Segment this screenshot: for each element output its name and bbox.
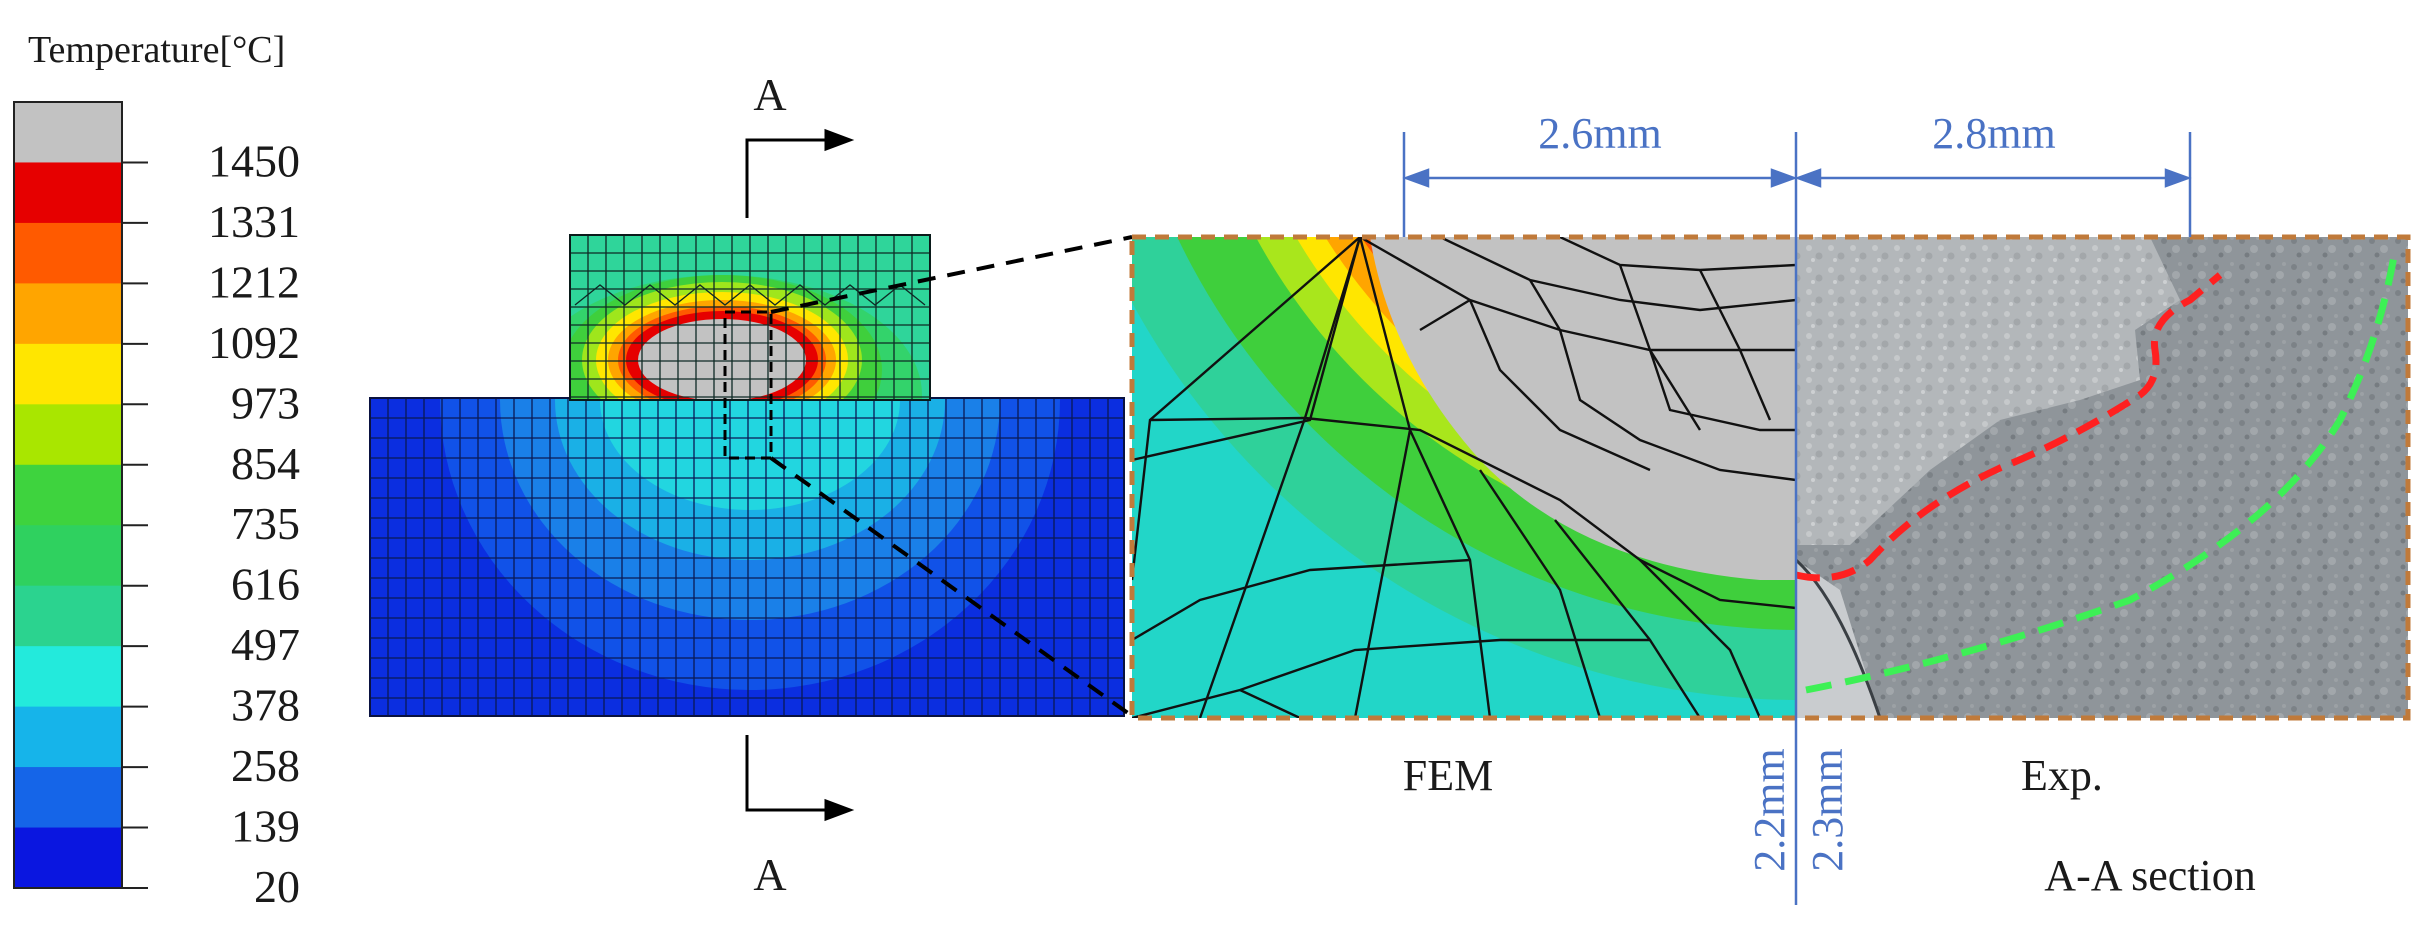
legend-swatch <box>14 827 122 889</box>
legend-tick-label: 378 <box>231 680 300 731</box>
legend-tick-label: 1092 <box>208 317 300 368</box>
legend-tick-label: 258 <box>231 740 300 791</box>
zoom-region-box <box>723 310 773 460</box>
legend-tick-label: 1450 <box>208 135 300 186</box>
legend-swatch <box>14 767 122 829</box>
legend-swatch <box>14 585 122 647</box>
legend-swatch <box>14 102 122 163</box>
section-arrow-top <box>745 128 855 218</box>
legend-swatch <box>14 404 122 466</box>
legend-tick-label: 616 <box>231 559 300 610</box>
legend-swatch <box>14 646 122 708</box>
experimental-micrograph <box>1796 237 2408 718</box>
legend-tick-label: 20 <box>254 861 300 912</box>
dimension-vertical-left: 2.2mm <box>1745 748 1794 871</box>
legend-tick-label: 973 <box>231 377 300 428</box>
legend-swatch <box>14 525 122 587</box>
legend-tick-label: 1212 <box>208 256 300 307</box>
section-label-bottom: A <box>753 849 786 900</box>
zoom-connector-bottom <box>769 456 1134 718</box>
caption-fem: FEM <box>1403 751 1493 800</box>
legend-swatch <box>14 706 122 768</box>
dimension-lines <box>1402 132 2192 905</box>
legend-tick-label: 854 <box>231 438 300 489</box>
base-plate <box>370 398 1124 716</box>
section-arrow-bottom <box>745 735 855 822</box>
legend-swatch <box>14 283 122 345</box>
legend-tick-label: 139 <box>231 801 300 852</box>
legend-swatch <box>14 343 122 405</box>
legend-tick-label: 1331 <box>208 196 300 247</box>
legend-frame <box>13 101 123 889</box>
legend-swatch <box>14 162 122 224</box>
legend-tick-label: 735 <box>231 498 300 549</box>
dimension-top-left: 2.6mm <box>1538 109 1661 158</box>
dimension-vertical-right: 2.3mm <box>1803 748 1852 871</box>
haz-boundary <box>1805 249 2399 694</box>
zoom-connector-top <box>770 235 1133 314</box>
caption-section: A-A section <box>2044 851 2255 900</box>
dimension-top-right: 2.8mm <box>1932 109 2055 158</box>
fusion-zone-boundary <box>1795 272 2223 582</box>
legend-title: Temperature[°C] <box>28 29 285 71</box>
fem-zoom-panel <box>1132 237 1796 718</box>
color-legend: 1450 1331 1212 1092 973 854 735 616 497 378 258 139… <box>13 101 300 912</box>
legend-swatch <box>14 464 122 526</box>
top-stud-outline <box>569 234 931 401</box>
zoom-panel-frame <box>1129 234 2411 721</box>
legend-tick-label: 497 <box>231 619 300 670</box>
top-stud <box>570 235 930 400</box>
legend-swatch <box>14 222 122 284</box>
section-label-top: A <box>753 69 786 120</box>
caption-exp: Exp. <box>2021 751 2103 800</box>
